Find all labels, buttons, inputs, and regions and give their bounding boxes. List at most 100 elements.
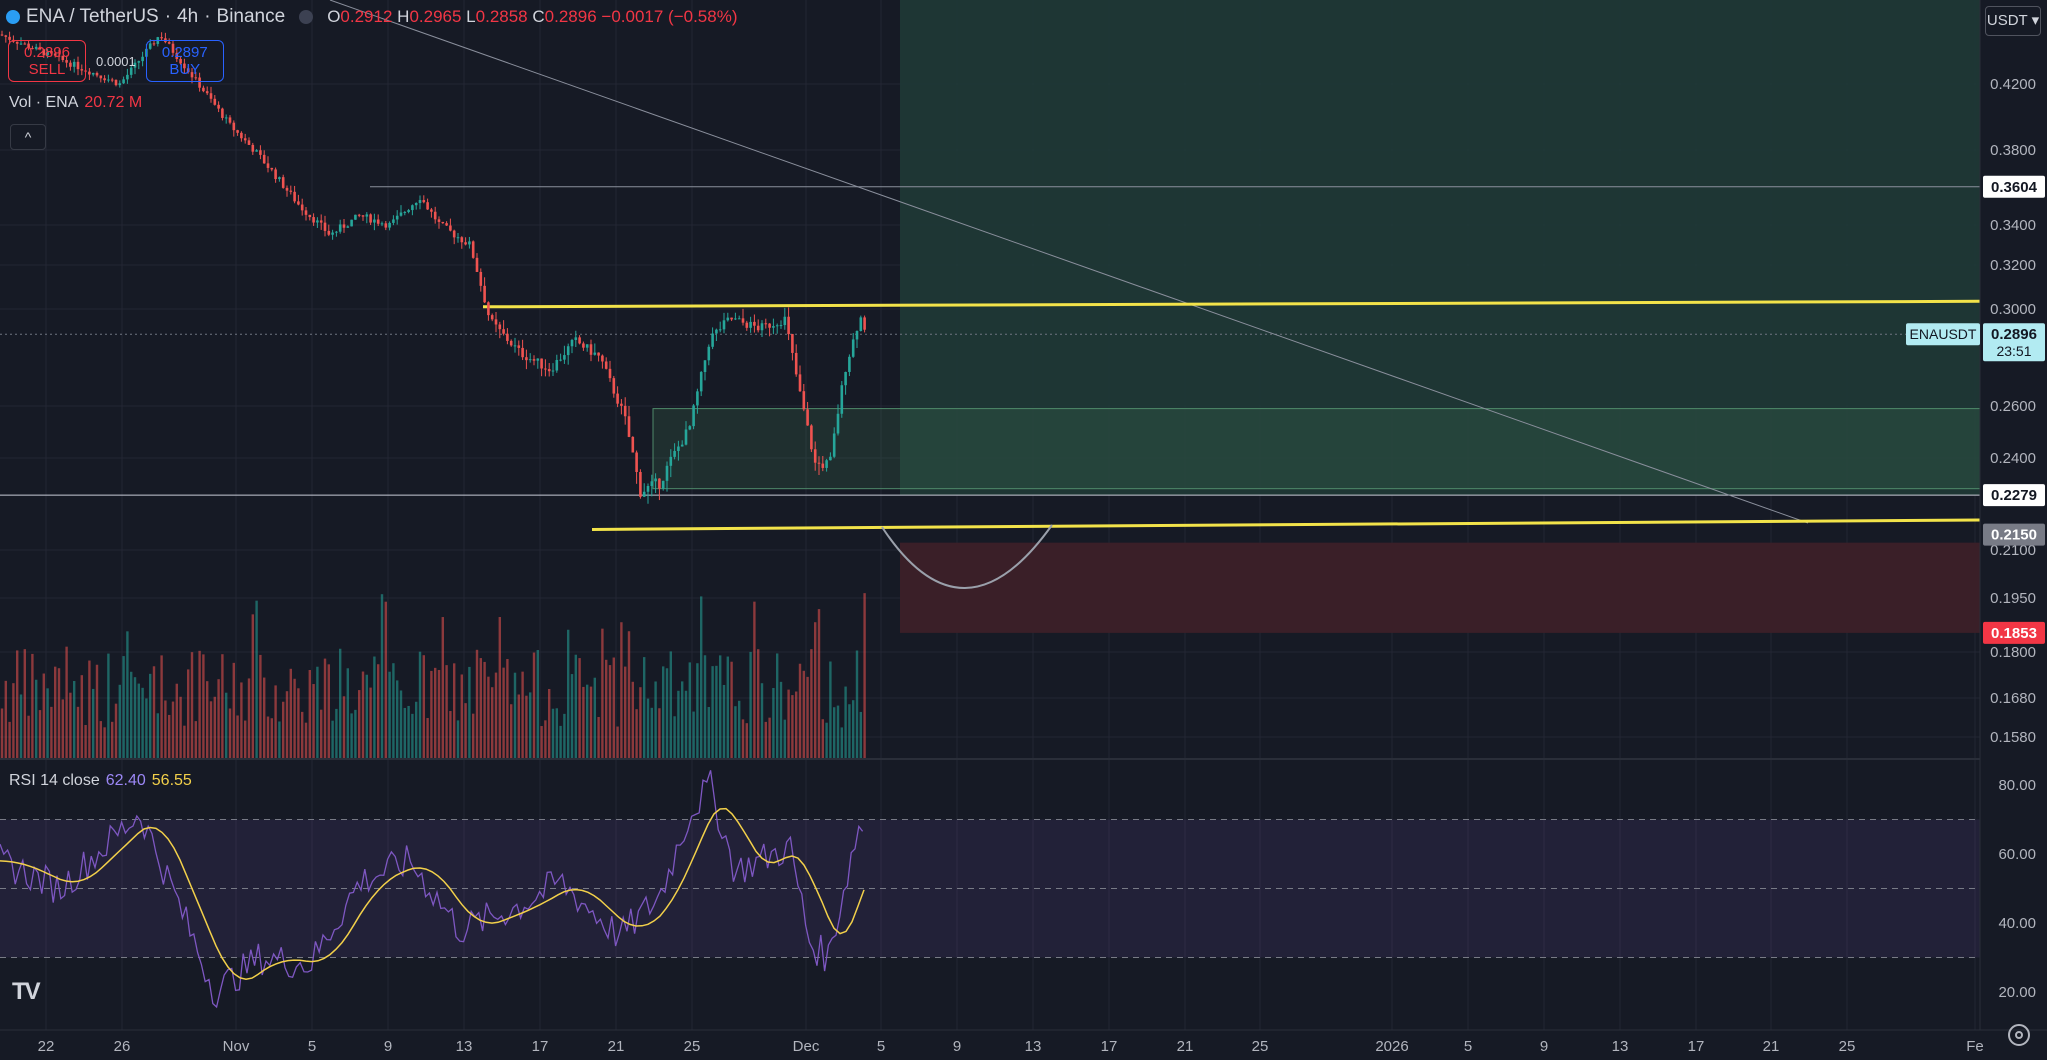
volume-bar — [707, 706, 710, 758]
candle-body — [80, 69, 84, 71]
sell-price: 0.2896 — [24, 44, 70, 61]
market-status-icon[interactable] — [299, 10, 314, 24]
candle-body — [179, 58, 182, 64]
candle-body — [551, 370, 555, 372]
candle-body — [354, 214, 357, 220]
volume-bar — [806, 676, 809, 758]
time-tick-label: 21 — [608, 1038, 625, 1055]
time-tick-label: 17 — [532, 1038, 549, 1055]
volume-legend[interactable]: Vol · ENA 20.72 M — [9, 94, 142, 112]
volume-bar — [726, 656, 729, 758]
volume-bar — [365, 674, 368, 758]
candle-body — [141, 56, 144, 62]
symbol-interval[interactable]: 4h — [177, 6, 199, 27]
candle-body — [829, 456, 832, 461]
volume-bar — [741, 719, 745, 758]
candle-body — [544, 368, 547, 370]
candle-body — [50, 51, 53, 54]
candle-body — [126, 74, 129, 80]
settings-gear-icon[interactable] — [2008, 1024, 2030, 1046]
volume-bar — [829, 661, 832, 758]
volume-bar — [681, 681, 684, 758]
candle-body — [251, 144, 255, 152]
volume-bar — [449, 711, 452, 758]
volume-bar — [12, 683, 15, 758]
candle-body — [726, 317, 730, 321]
candle-body — [494, 319, 498, 325]
volume-bar — [221, 654, 224, 758]
tradingview-logo[interactable]: TV — [12, 978, 41, 1005]
price-axis — [1980, 0, 2047, 1030]
volume-bar — [263, 677, 266, 758]
volume-bar — [711, 666, 714, 758]
symbol-pair[interactable]: ENA / TetherUS — [26, 6, 159, 27]
candle-body — [471, 241, 475, 258]
volume-bar — [730, 661, 733, 758]
volume-bar — [593, 677, 596, 758]
price-tick-label: 0.2100 — [1990, 542, 2036, 559]
candle-body — [441, 221, 445, 224]
buy-button[interactable]: 0.2897 BUY — [145, 40, 224, 82]
volume-bar — [586, 684, 589, 758]
candle-body — [696, 391, 699, 406]
candle-body — [202, 87, 205, 92]
candle-body — [323, 222, 327, 231]
volume-bar — [616, 726, 619, 758]
volume-bar — [152, 666, 156, 758]
volume-bar — [175, 683, 178, 758]
volume-bar — [99, 721, 102, 758]
volume-bar — [42, 673, 45, 758]
candle-body — [388, 222, 391, 228]
volume-bar — [50, 706, 53, 758]
volume-bar — [513, 672, 517, 758]
candle-body — [137, 61, 141, 63]
change-value: −0.0017 (−0.58%) — [601, 7, 738, 26]
price-tick-label: 0.3800 — [1990, 142, 2036, 159]
rsi-label: RSI 14 close — [9, 772, 100, 789]
price-tick-label: 0.3400 — [1990, 217, 2036, 234]
volume-bar — [92, 688, 95, 758]
currency-selector[interactable]: USDT ▾ — [1985, 6, 2041, 36]
volume-bar — [46, 688, 49, 758]
descending-trendline — [329, 0, 1809, 524]
candle-body — [61, 55, 65, 61]
time-tick-label: 25 — [1839, 1038, 1856, 1055]
volume-bar — [31, 653, 34, 758]
buy-label: BUY — [169, 61, 201, 78]
candle-body — [449, 225, 452, 231]
candle-body — [859, 317, 863, 331]
time-tick-label: Nov — [223, 1038, 250, 1055]
volume-bar — [532, 652, 536, 758]
candle-body — [456, 237, 460, 239]
volume-bar — [156, 713, 159, 758]
volume-bar — [760, 683, 764, 758]
candle-body — [540, 358, 543, 369]
time-tick-label: 17 — [1688, 1038, 1705, 1055]
candle-body — [680, 444, 684, 447]
currency-label: USDT — [1986, 12, 2028, 29]
time-tick-label: 21 — [1763, 1038, 1780, 1055]
volume-bar — [855, 650, 859, 758]
volume-bar — [198, 650, 201, 758]
volume-bar — [274, 685, 277, 758]
rsi-legend[interactable]: RSI 14 close 62.40 56.55 — [9, 772, 192, 790]
volume-bar — [141, 687, 144, 758]
volume-bar — [536, 650, 539, 758]
rsi-tick-label: 20.00 — [1998, 984, 2036, 1001]
volume-bar — [88, 660, 91, 758]
candle-body — [566, 346, 570, 356]
volume-bar — [403, 707, 406, 758]
candle-body — [604, 361, 608, 369]
candle-body — [376, 219, 380, 224]
volume-bar — [802, 670, 805, 758]
candle-body — [232, 122, 236, 131]
sell-button[interactable]: 0.2896 SELL — [8, 40, 86, 82]
volume-bar — [327, 664, 330, 758]
volume-bar — [0, 708, 4, 758]
volume-bar — [749, 651, 752, 758]
volume-bar — [168, 714, 171, 758]
symbol-legend[interactable]: ENA / TetherUS · 4h · Binance O0.2912 H0… — [6, 6, 738, 28]
volume-bar — [426, 718, 429, 758]
collapse-legend-button[interactable]: ^ — [10, 124, 46, 150]
